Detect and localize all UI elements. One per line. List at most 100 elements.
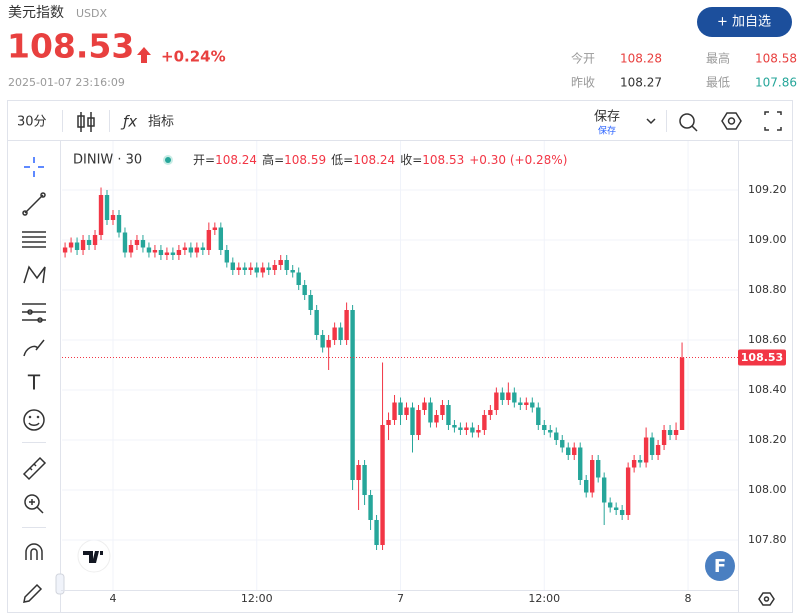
candle-body: [398, 402, 403, 415]
add-watchlist-button[interactable]: [697, 7, 792, 37]
fib-tool[interactable]: [22, 231, 46, 248]
code: USDX: [76, 7, 108, 20]
candle-body: [266, 267, 271, 270]
x-tick-label: 12:00: [241, 592, 273, 605]
candle-body: [74, 242, 80, 250]
candle-body: [122, 232, 128, 253]
x-tick-label: 7: [397, 592, 404, 605]
chart-type-button[interactable]: [77, 112, 95, 132]
fullscreen-button[interactable]: [764, 111, 782, 131]
settings-button[interactable]: [721, 112, 742, 130]
candle-body: [488, 410, 493, 415]
legend-label: 低=: [331, 153, 353, 167]
collapse-sidebar[interactable]: [55, 573, 65, 595]
candle-body: [284, 260, 289, 270]
candle-body: [578, 447, 583, 480]
stat-value: 108.28: [620, 52, 662, 66]
candle-body: [530, 402, 535, 408]
candle-body: [601, 477, 607, 503]
candle-body: [194, 247, 200, 253]
candle-body: [218, 227, 224, 250]
candle-body: [314, 310, 319, 335]
emoji-tool[interactable]: [23, 409, 45, 431]
candle-body: [254, 267, 259, 273]
candle-body: [595, 460, 601, 478]
candle-body: [164, 252, 170, 255]
candle-body: [86, 240, 92, 245]
crosshair-tool[interactable]: [24, 157, 44, 177]
candle-body: [380, 425, 385, 545]
chart-settings-button[interactable]: [758, 592, 775, 606]
candle-body: [362, 465, 367, 495]
candle-body: [338, 327, 343, 340]
candle-body: [494, 392, 499, 410]
settings-dot: [727, 117, 736, 125]
price: 108.53: [7, 27, 134, 66]
candle-body: [572, 447, 577, 455]
brush-tool[interactable]: [23, 339, 45, 357]
candle-body: [434, 415, 439, 423]
candle-body: [224, 250, 230, 263]
y-tick-label: 109.20: [748, 183, 787, 196]
candle-body: [554, 432, 559, 440]
candle-body: [482, 415, 487, 430]
candle-body: [560, 440, 565, 448]
y-tick-label: 108.20: [748, 433, 787, 446]
save-button[interactable]: 保存: [594, 110, 620, 125]
candle-body: [619, 510, 625, 515]
candle-body: [176, 250, 182, 255]
candle-body: [248, 267, 253, 270]
save-dropdown[interactable]: [646, 118, 656, 125]
candle-body: [200, 247, 206, 250]
candle-body: [350, 310, 355, 480]
trendline-tool[interactable]: [22, 192, 46, 216]
candle-body: [212, 227, 218, 230]
candle-body: [278, 260, 283, 265]
fx-icon[interactable]: ƒx: [120, 113, 137, 131]
alert-button[interactable]: [679, 113, 698, 132]
add-watchlist-label[interactable]: + 加自选: [717, 15, 771, 30]
candle-body: [182, 247, 188, 250]
y-tick-label: 108.80: [748, 283, 787, 296]
y-tick-label: 108.40: [748, 383, 787, 396]
candle-body: [655, 445, 661, 455]
projection-tool[interactable]: [22, 303, 46, 323]
candle-body: [302, 285, 307, 295]
candle-body: [506, 392, 511, 400]
legend-label: 高=: [262, 152, 284, 167]
y-tick-label: 107.80: [748, 533, 787, 546]
candle-body: [326, 340, 331, 348]
candle-body: [296, 272, 301, 285]
chart-panel: [7, 100, 793, 613]
legend-value: 108.53: [422, 153, 464, 167]
candle-body: [637, 460, 643, 463]
magnet-tool[interactable]: [25, 543, 43, 560]
candle-body: [236, 267, 241, 270]
y-tick-label: 109.00: [748, 233, 787, 246]
tv-logo: [77, 539, 111, 573]
interval-button[interactable]: 30分: [17, 115, 47, 130]
candle-body: [458, 427, 463, 430]
candle-body: [476, 430, 481, 433]
candle-body: [206, 230, 212, 250]
title: 美元指数: [8, 5, 64, 21]
pattern-tool[interactable]: [23, 265, 46, 284]
candle-body: [584, 480, 589, 493]
up-arrow: [137, 47, 151, 63]
lock-tool[interactable]: [23, 583, 43, 603]
candle-body: [128, 245, 134, 253]
ruler-tool[interactable]: [22, 456, 47, 481]
legend-symbol: DINIW · 30: [73, 153, 142, 168]
indicators-button[interactable]: 指标: [148, 115, 174, 130]
legend-change: +0.30 (+0.28%): [469, 153, 567, 167]
candle-body: [68, 242, 74, 248]
text-tool[interactable]: T: [27, 371, 41, 395]
candle-body: [422, 402, 427, 410]
candle-body: [62, 247, 68, 253]
candle-body: [152, 250, 158, 253]
candle-body: [566, 447, 571, 455]
timestamp: 2025-01-07 23:16:09: [8, 76, 125, 89]
candle-body: [80, 240, 86, 250]
zoom-tool[interactable]: [24, 494, 44, 514]
